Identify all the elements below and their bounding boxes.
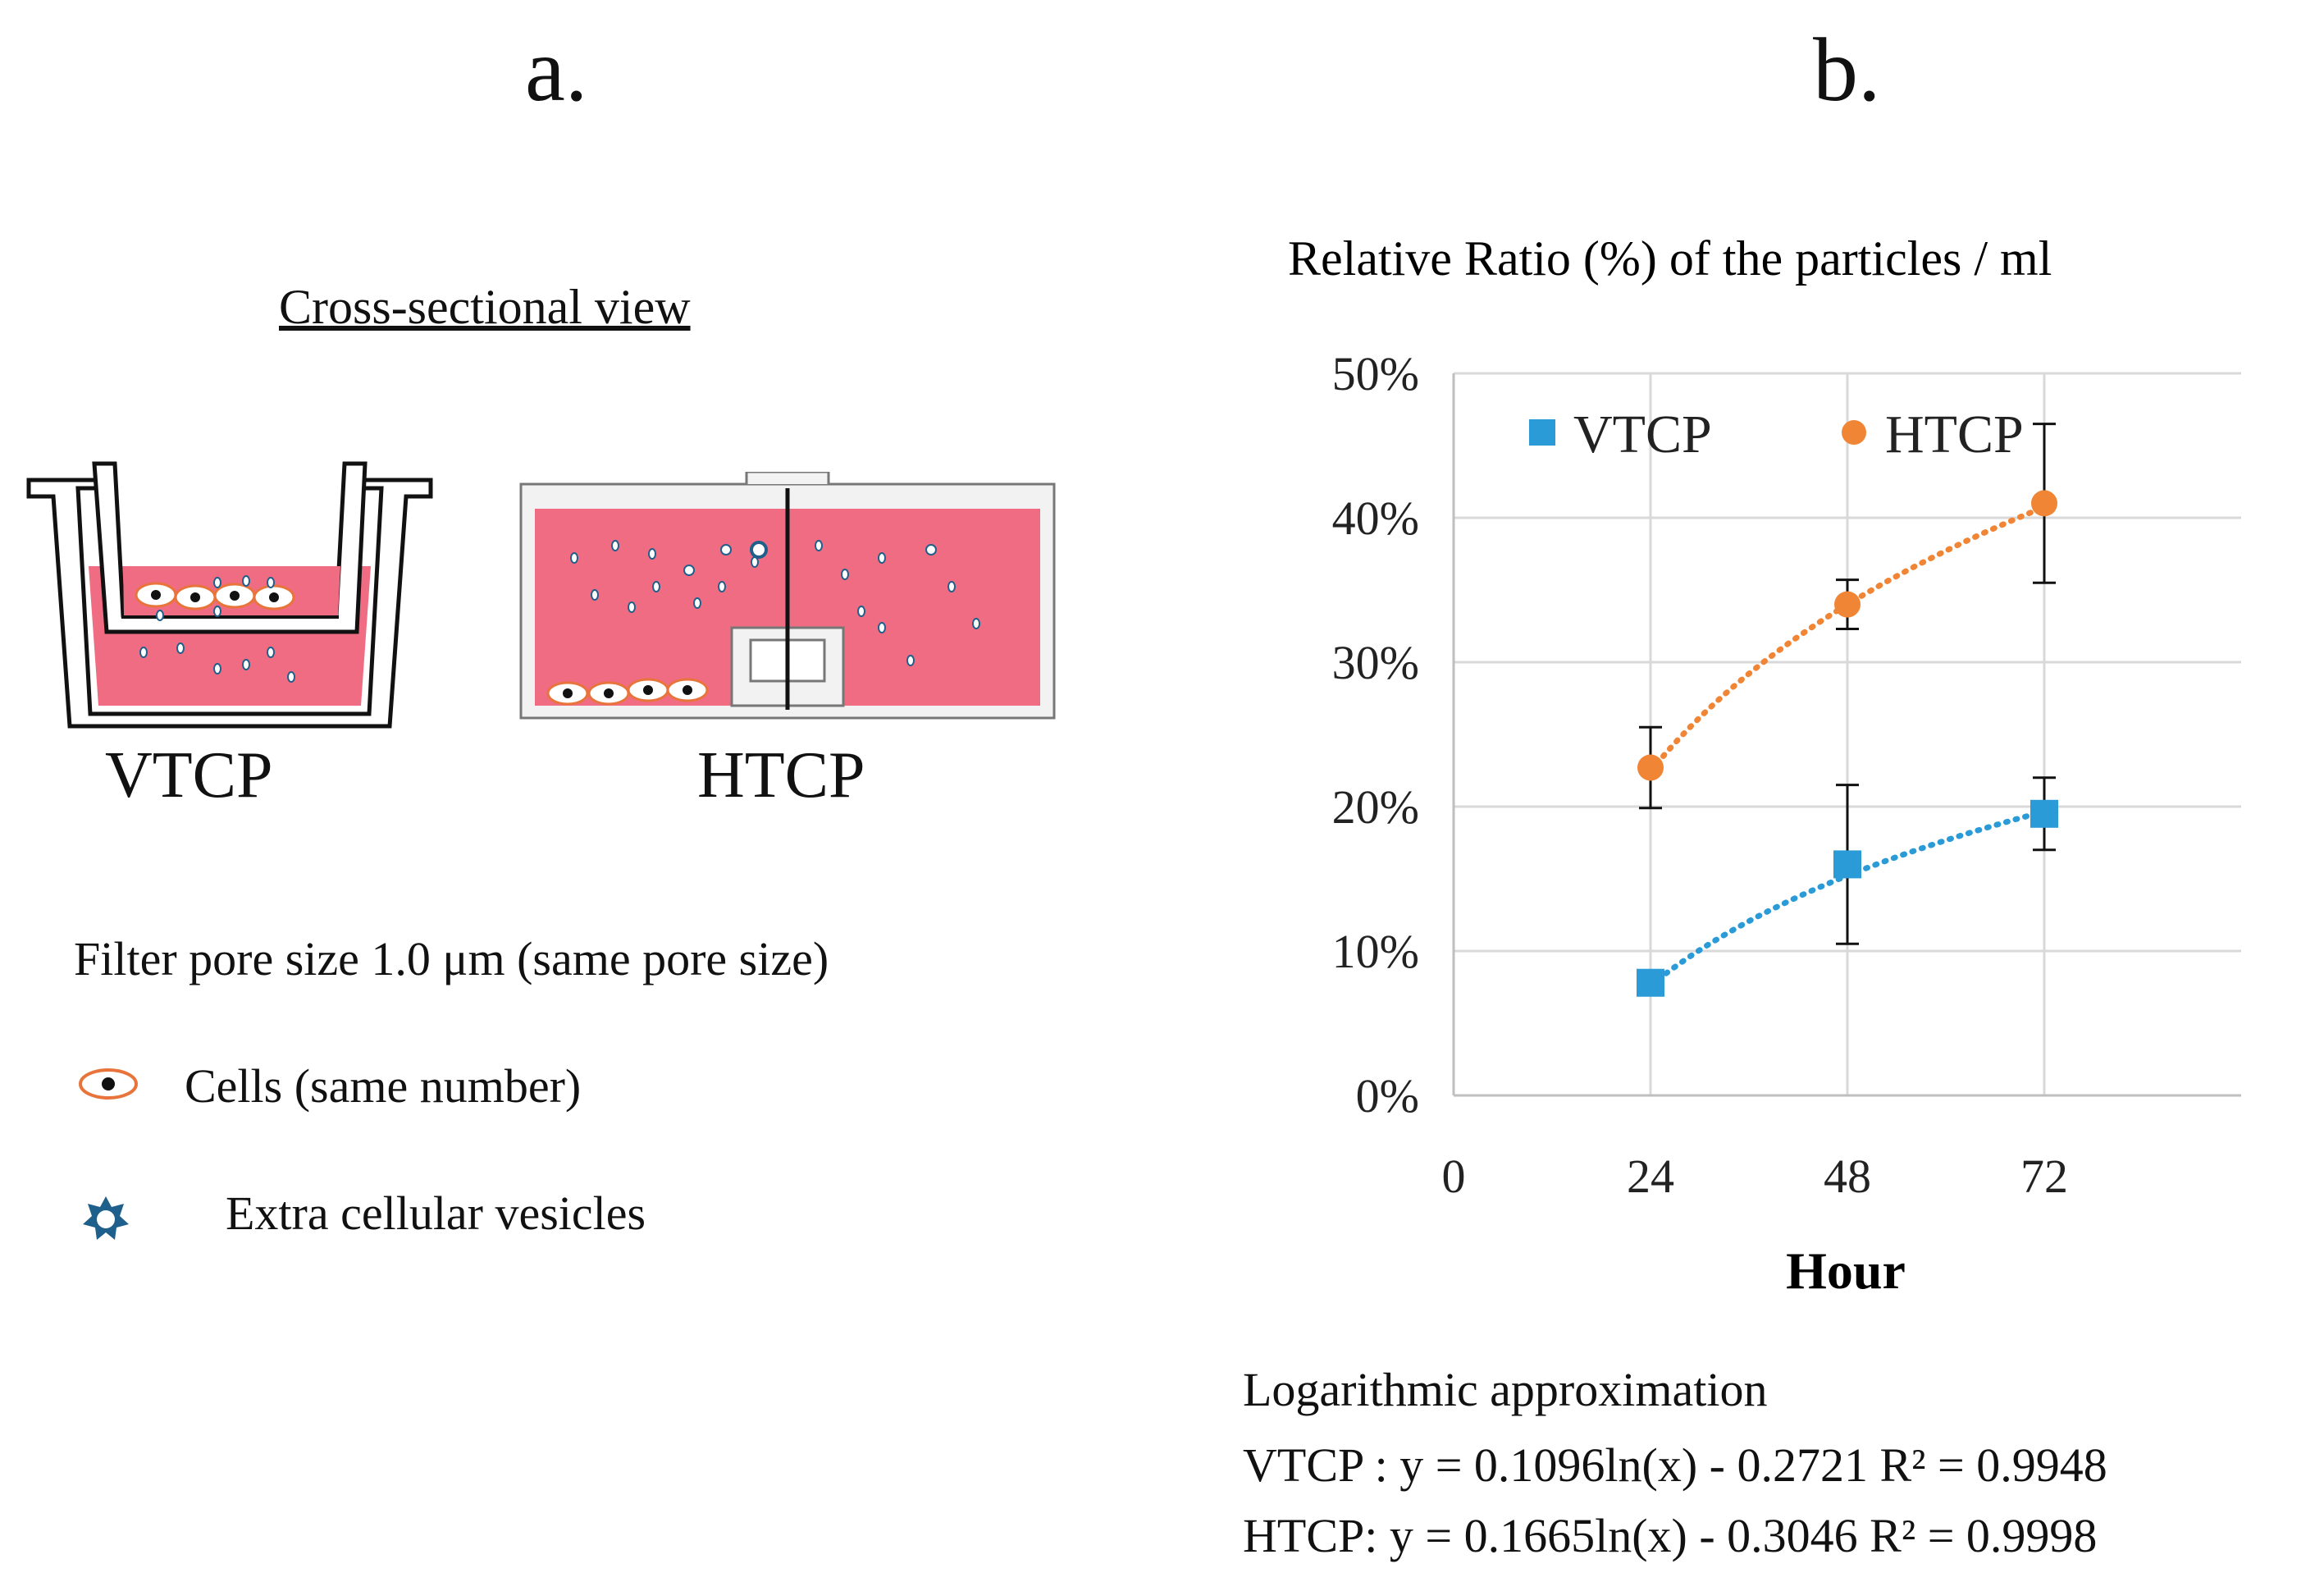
x-tick-label: 24 (1627, 1150, 1674, 1203)
vtcp-diagram (26, 461, 433, 729)
vesicle-legend-icon (83, 1196, 129, 1240)
cross-section-title: Cross-sectional view (279, 280, 691, 334)
x-tick-label: 0 (1442, 1150, 1466, 1203)
x-axis-title: Hour (1786, 1241, 1906, 1300)
htcp-vesicles (570, 540, 980, 666)
filter-pore-text: Filter pore size 1.0 μm (same pore size) (74, 932, 829, 985)
htcp-legend-label: HTCP (1885, 405, 2024, 464)
vtcp-label: VTCP (105, 739, 273, 812)
htcp-point (2031, 490, 2057, 517)
vtcp-legend-marker (1529, 419, 1555, 446)
vtcp-point (2030, 799, 2058, 828)
chart-grid (1454, 372, 2241, 1095)
panel-a-letter: a. (525, 20, 588, 120)
panel-a: a. Cross-sectional view VTCP (0, 0, 1148, 1582)
vtcp-point (1833, 850, 1861, 879)
panel-b-letter: b. (1813, 20, 1881, 120)
htcp-legend-marker (1842, 420, 1866, 445)
chart-title: Relative Ratio (%) of the particles / ml (1288, 231, 2052, 286)
htcp-top-connector (745, 472, 830, 484)
chart-legend: VTCP HTCP (1529, 405, 2024, 464)
y-tick-label: 0% (1356, 1069, 1419, 1122)
equations-heading: Logarithmic approximation (1243, 1363, 1768, 1416)
cell-legend-icon (79, 1068, 138, 1100)
x-tick-label: 48 (1824, 1150, 1871, 1203)
htcp-point (1834, 591, 1861, 618)
htcp-label: HTCP (697, 739, 865, 812)
y-tick-label: 20% (1332, 780, 1419, 834)
chart-axes: 0% 10% 20% 30% 40% 50% 0 24 48 72 (1332, 347, 2241, 1203)
vtcp-vesicles (139, 575, 295, 683)
vtcp-point (1637, 968, 1664, 997)
chart-markers (1637, 490, 2058, 997)
x-tick-label: 72 (2020, 1150, 2068, 1203)
vtcp-equation: VTCP : y = 0.1096ln(x) - 0.2721 R² = 0.9… (1243, 1438, 2107, 1492)
htcp-point (1637, 754, 1664, 781)
panel-b: b. Relative Ratio (%) of the particles /… (1230, 0, 2324, 1582)
vtcp-legend-label: VTCP (1573, 405, 1712, 464)
htcp-equation: HTCP: y = 0.1665ln(x) - 0.3046 R² = 0.99… (1243, 1509, 2098, 1562)
vtcp-cells (135, 582, 295, 610)
vesicle-legend-text: Extra cellular vesicles (226, 1186, 646, 1240)
y-tick-label: 40% (1332, 492, 1419, 545)
htcp-diagram (519, 472, 1056, 720)
relative-ratio-chart: Relative Ratio (%) of the particles / ml… (1288, 231, 2241, 1300)
y-tick-label: 10% (1332, 925, 1419, 978)
y-tick-label: 30% (1332, 636, 1419, 689)
htcp-cells (546, 678, 709, 706)
cells-legend-text: Cells (same number) (185, 1059, 582, 1113)
y-tick-label: 50% (1332, 347, 1419, 400)
